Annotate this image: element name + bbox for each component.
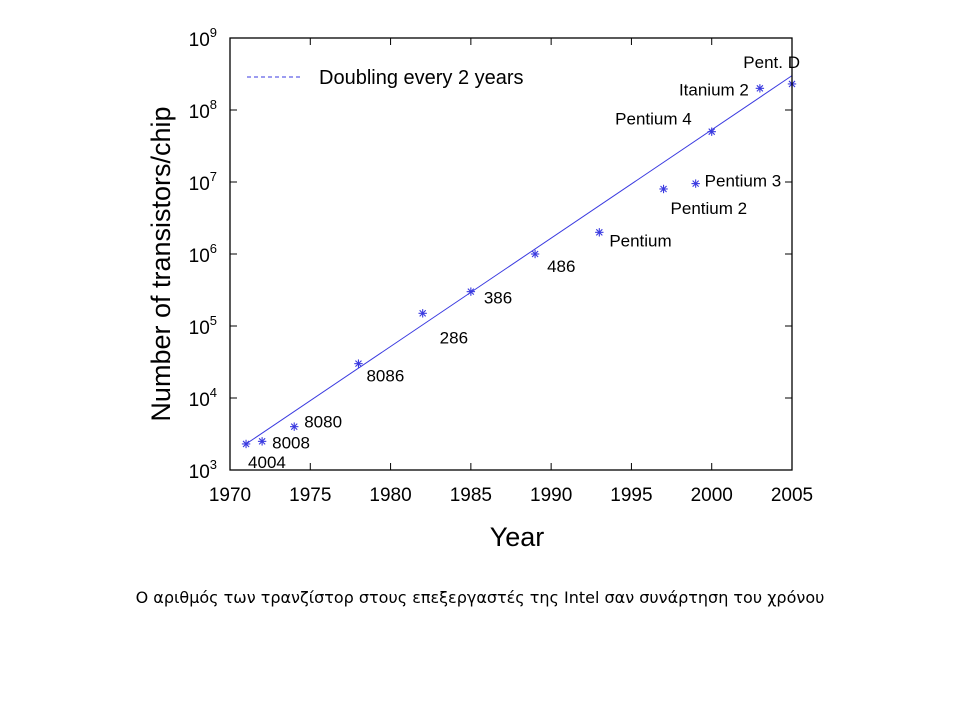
point-labels-layer: 4004800880808086286386486PentiumPentium … (248, 53, 800, 472)
point-label: 486 (547, 257, 575, 276)
x-tick-label: 2005 (771, 485, 813, 506)
data-point-pentium-3 (691, 179, 700, 188)
data-point-486 (530, 249, 540, 259)
point-star-stroke (355, 360, 362, 368)
legend: Doubling every 2 years (247, 67, 524, 89)
point-label: 8086 (366, 367, 404, 386)
trend-line-doubling (245, 75, 793, 445)
y-tick-label: 103 (189, 457, 217, 483)
x-tick-label: 1970 (209, 485, 251, 506)
x-tick-label: 2000 (691, 485, 733, 506)
y-tick-exponent: 6 (210, 241, 217, 256)
point-star-stroke (419, 309, 427, 317)
y-tick-exponent: 5 (210, 313, 217, 328)
legend-label: Doubling every 2 years (319, 67, 524, 89)
y-tick-label: 109 (189, 25, 217, 51)
y-tick-label: 108 (189, 97, 217, 123)
transistor-chart: 1970 1975 1980 1985 1990 1995 2000 200510310410… (146, 25, 814, 552)
y-tick-exponent: 7 (210, 169, 217, 184)
y-tick-base: 10 (189, 246, 210, 267)
trend-line-layer (245, 75, 793, 445)
y-axis-title: Number of transistors/chip (146, 106, 176, 421)
point-star-stroke (290, 423, 298, 431)
data-point-8080 (290, 422, 299, 431)
point-label: Pentium 3 (705, 172, 782, 191)
x-tick-label: 1995 (610, 485, 652, 506)
y-tick-base: 10 (189, 102, 210, 123)
y-tick-base: 10 (189, 462, 210, 483)
data-point-8086 (354, 359, 363, 368)
data-point-386 (466, 287, 476, 296)
point-star-stroke (692, 180, 700, 188)
point-label: Pent. D (743, 53, 800, 72)
point-label: Pentium 4 (615, 110, 692, 129)
y-tick-base: 10 (189, 318, 210, 339)
y-tick-label: 107 (189, 169, 217, 195)
point-star-stroke (660, 185, 667, 193)
data-point-itanium-2 (755, 84, 765, 93)
data-point-pentium (595, 228, 604, 237)
point-star-stroke (242, 440, 250, 448)
y-tick-exponent: 8 (210, 97, 217, 112)
y-tick-base: 10 (189, 174, 210, 195)
data-point-8008 (257, 437, 267, 446)
data-point-pentium-2 (659, 184, 668, 194)
point-star-stroke (467, 288, 475, 296)
plot-frame (229, 37, 793, 471)
point-star-stroke (531, 250, 539, 258)
y-tick-label: 104 (189, 385, 217, 411)
point-label: Pentium (609, 231, 671, 250)
point-star-stroke (258, 437, 266, 445)
y-tick-exponent: 3 (210, 457, 217, 472)
data-point-pentium-4 (707, 127, 716, 136)
point-star-stroke (756, 84, 764, 92)
data-point-4004 (241, 439, 251, 449)
y-tick-label: 105 (189, 313, 217, 339)
y-tick-label: 106 (189, 241, 217, 267)
y-tick-base: 10 (189, 30, 210, 51)
y-tick-base: 10 (189, 390, 210, 411)
point-label: 8080 (304, 413, 342, 432)
data-points-layer (241, 79, 797, 449)
figure-caption: Ο αριθμός των τρανζίστορ στους επεξεργασ… (135, 588, 825, 607)
axis-ticks: 1970 1975 1980 1985 1990 1995 2000 200510310410… (189, 25, 814, 506)
y-tick-exponent: 4 (210, 385, 217, 400)
point-label: Itanium 2 (679, 80, 749, 99)
x-tick-label: 1985 (450, 485, 492, 506)
point-label: Pentium 2 (671, 199, 748, 218)
point-star-stroke (595, 228, 603, 236)
data-point-286 (418, 309, 427, 318)
x-tick-label: 1990 (530, 485, 572, 506)
point-label: 386 (484, 289, 512, 308)
point-label: 4004 (248, 453, 286, 472)
x-axis-title: Year (490, 522, 545, 552)
point-label: 286 (440, 328, 468, 347)
x-tick-label: 1980 (369, 485, 411, 506)
y-tick-exponent: 9 (210, 25, 217, 40)
point-label: 8008 (272, 433, 310, 452)
point-star-stroke (708, 128, 716, 136)
x-tick-label: 1975 (289, 485, 331, 506)
